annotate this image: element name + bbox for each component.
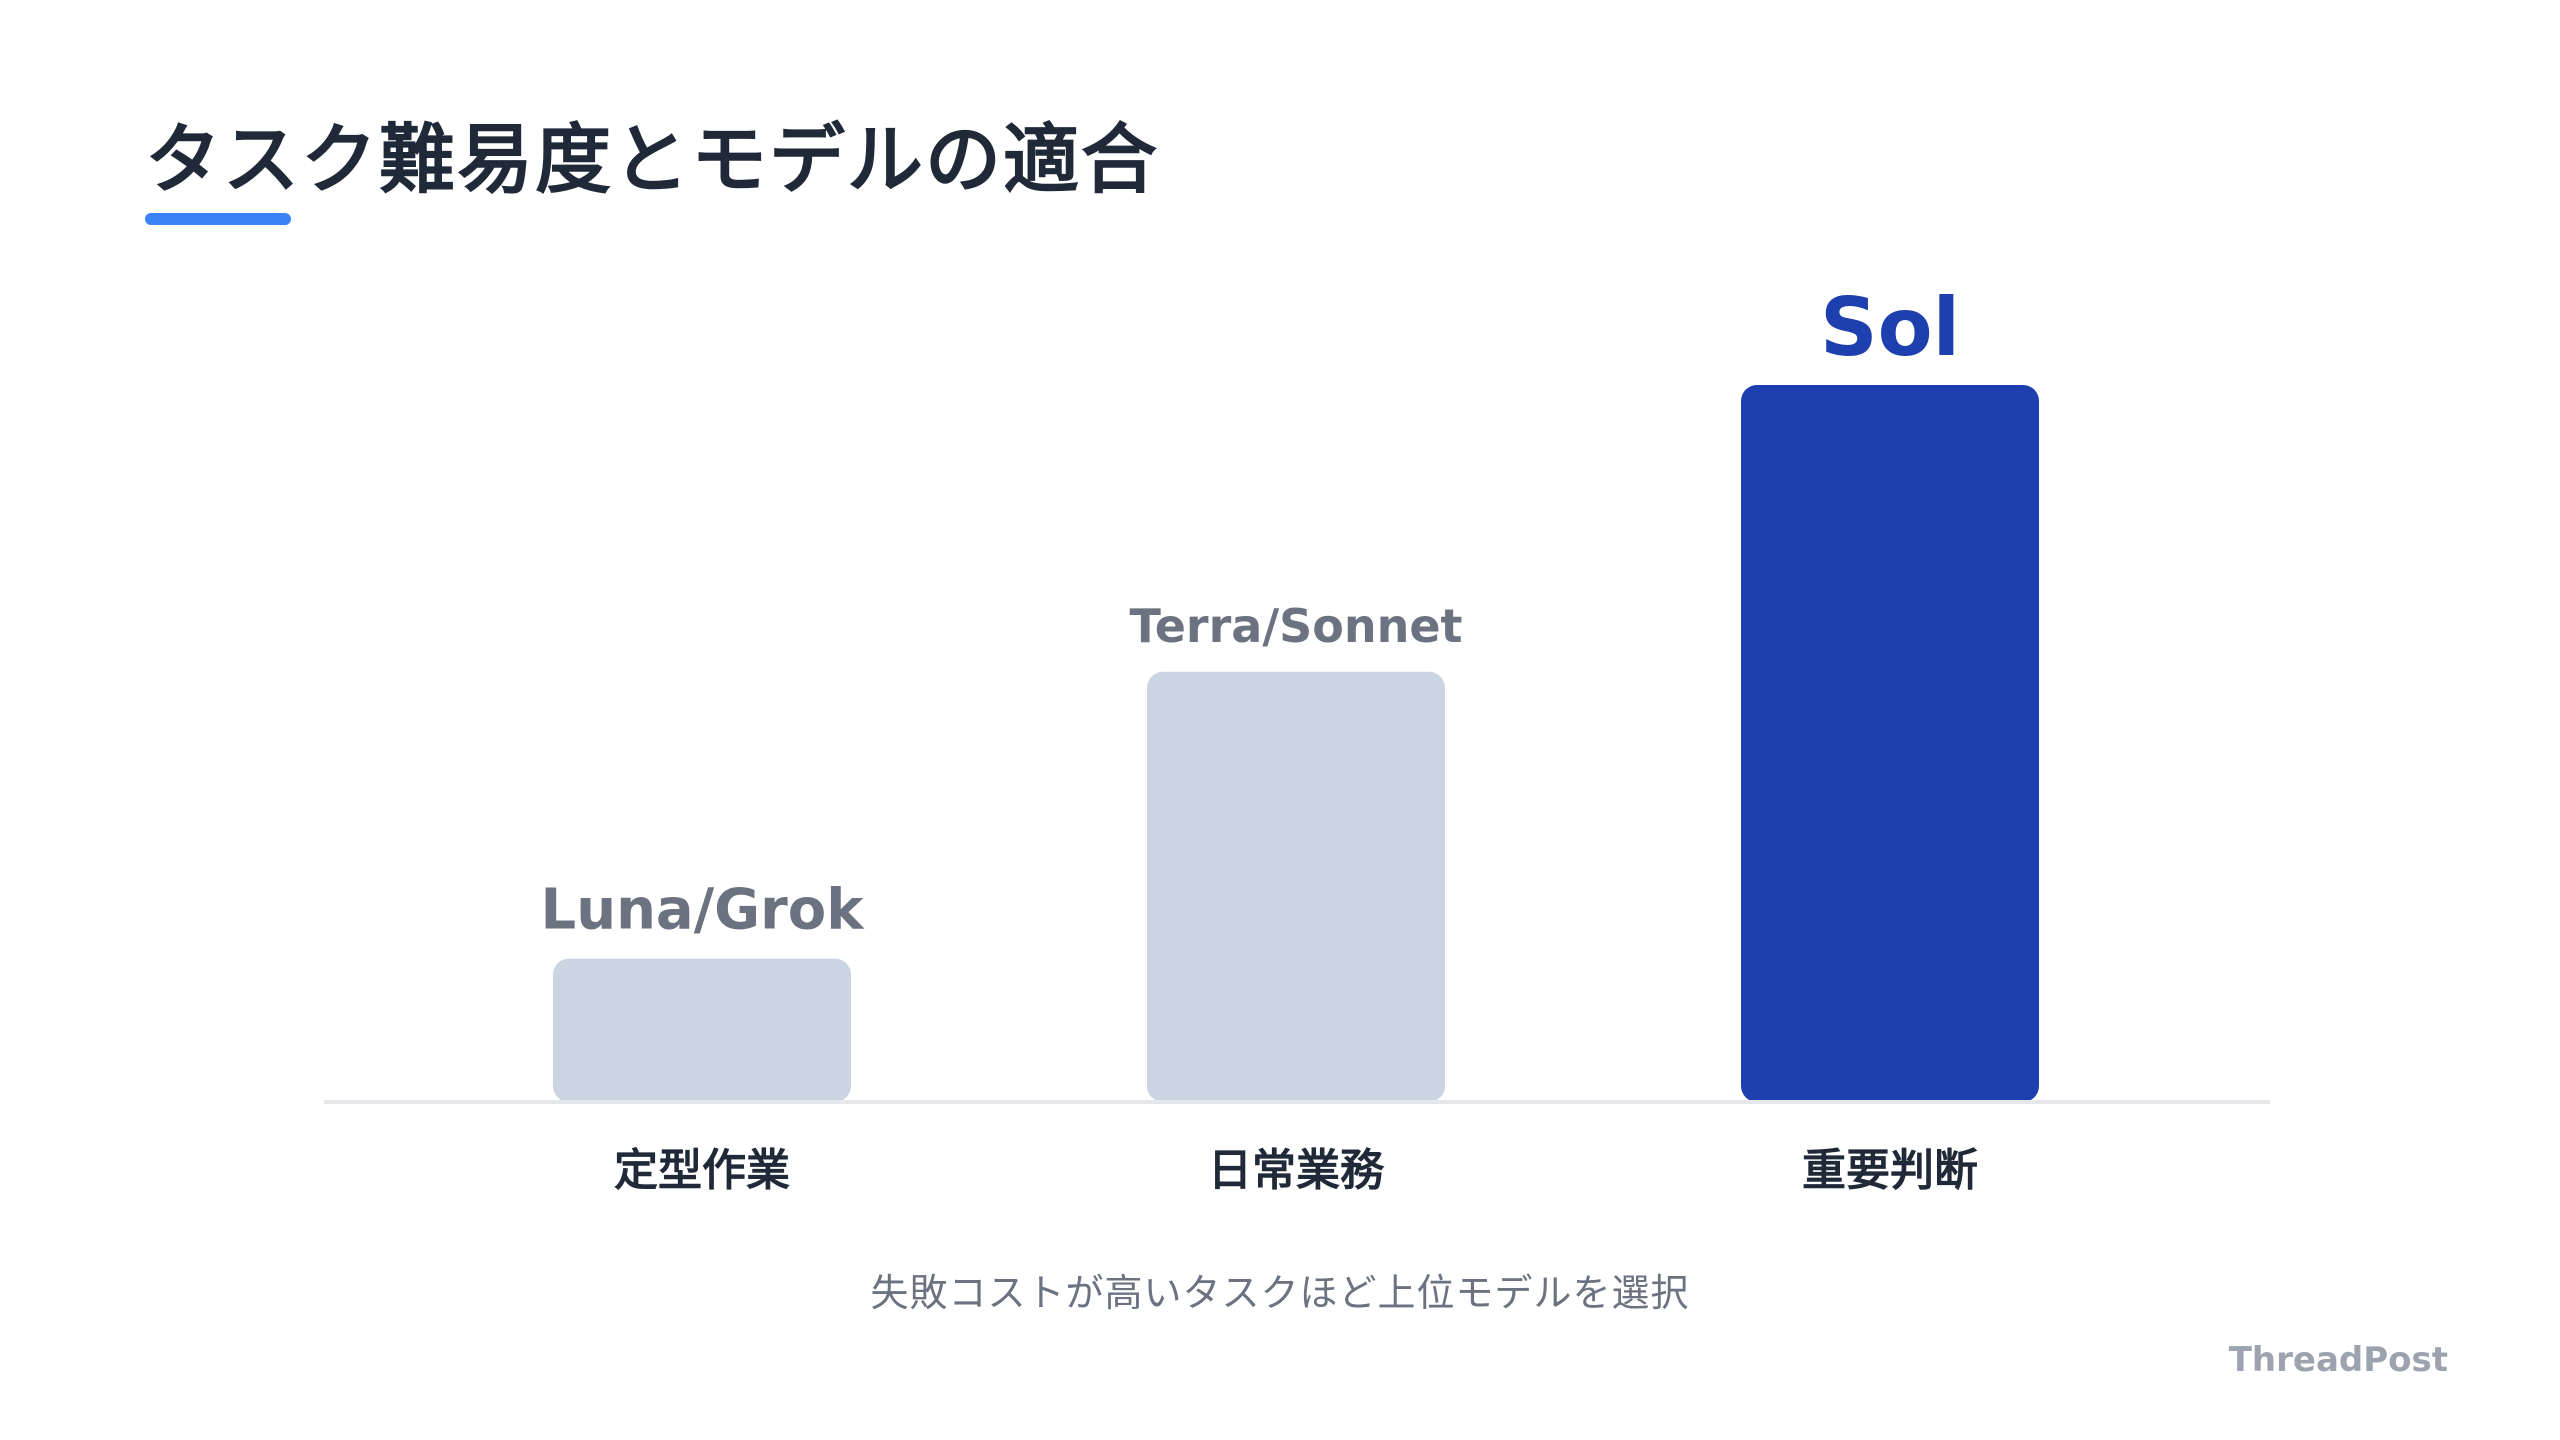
bar-label-3: Sol bbox=[1820, 281, 1960, 374]
category-label-2: 日常業務 bbox=[1208, 1145, 1385, 1196]
page-title: タスク難易度とモデルの適合 bbox=[145, 115, 1159, 204]
bar-group bbox=[553, 385, 2039, 1102]
brand-logo: ThreadPost bbox=[2228, 1340, 2448, 1380]
title-underline bbox=[145, 213, 291, 225]
bar-label-2: Terra/Sonnet bbox=[1129, 599, 1462, 653]
bar-label-group: Luna/Grok Terra/Sonnet Sol bbox=[541, 281, 1960, 943]
bar-1 bbox=[553, 958, 851, 1102]
chart-caption: 失敗コストが高いタスクほど上位モデルを選択 bbox=[870, 1271, 1690, 1315]
category-label-1: 定型作業 bbox=[614, 1145, 790, 1196]
category-label-group: 定型作業 日常業務 重要判断 bbox=[614, 1145, 1978, 1196]
bar-label-1: Luna/Grok bbox=[541, 878, 866, 943]
category-label-3: 重要判断 bbox=[1802, 1145, 1978, 1196]
bar-3 bbox=[1741, 385, 2039, 1102]
bar-2 bbox=[1147, 671, 1445, 1102]
